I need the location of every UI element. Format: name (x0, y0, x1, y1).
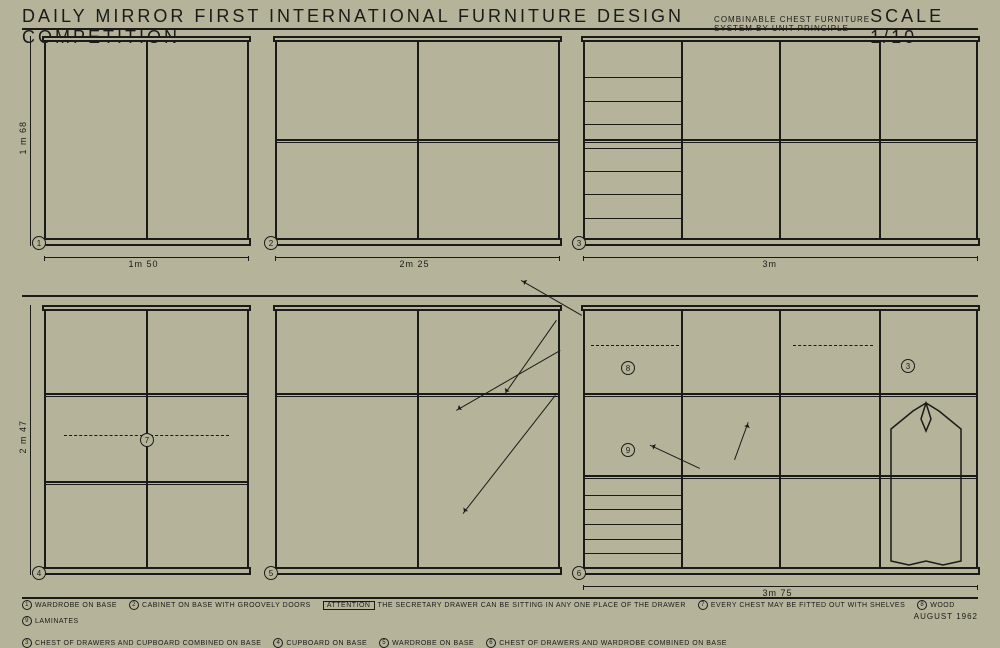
garment-icon (883, 401, 969, 569)
cabinet-1 (44, 36, 249, 246)
legend: 1WARDROBE ON BASE 2CABINET ON BASE WITH G… (22, 600, 978, 622)
legend-attention: ATTENTIONTHE SECRETARY DRAWER CAN BE SIT… (323, 600, 686, 610)
legend-item-1: 1WARDROBE ON BASE (22, 600, 117, 610)
dim-label: 2m 25 (400, 259, 430, 269)
callout-3: 3 (901, 359, 915, 373)
rule-bottom (22, 597, 978, 599)
figure-tag-2: 2 (264, 236, 278, 250)
figure-tag-5: 5 (264, 566, 278, 580)
cabinet-2 (275, 36, 560, 246)
title-subtitle: COMBINABLE CHEST FURNITURE SYSTEM BY UNI… (714, 16, 870, 34)
cabinet-6: 8 9 3 (583, 305, 978, 575)
cabinet-4: 7 (44, 305, 249, 575)
callout-8: 8 (621, 361, 635, 375)
legend-item-2: 2CABINET ON BASE WITH GROOVELY DOORS (129, 600, 311, 610)
legend-item-4: 4CUPBOARD ON BASE (273, 638, 367, 648)
figure-tag-6: 6 (572, 566, 586, 580)
dim-label: 1 m 68 (18, 121, 28, 155)
dim-label: 1m 50 (129, 259, 159, 269)
drawing-sheet: DAILY MIRROR FIRST INTERNATIONAL FURNITU… (0, 0, 1000, 625)
callout-9: 9 (621, 443, 635, 457)
legend-item-5: 5WARDROBE ON BASE (379, 638, 474, 648)
legend-item-8: 8WOOD (917, 600, 955, 610)
rule-mid (22, 295, 978, 297)
cabinet-3 (583, 36, 978, 246)
dim-label: 3m (763, 259, 778, 269)
legend-item-7: 7EVERY CHEST MAY BE FITTED OUT WITH SHEL… (698, 600, 905, 610)
dim-label: 3m 75 (763, 588, 793, 598)
figure-tag-1: 1 (32, 236, 46, 250)
rule-top (22, 28, 978, 30)
cabinet-5 (275, 305, 560, 575)
figure-tag-3: 3 (572, 236, 586, 250)
legend-item-3: 3CHEST OF DRAWERS AND CUPBOARD COMBINED … (22, 638, 261, 648)
legend-item-6: 6CHEST OF DRAWERS AND WARDROBE COMBINED … (486, 638, 727, 648)
figure-tag-4: 4 (32, 566, 46, 580)
date-label: AUGUST 1962 (914, 612, 978, 621)
dim-label: 2 m 47 (18, 420, 28, 454)
callout-7: 7 (140, 433, 154, 447)
